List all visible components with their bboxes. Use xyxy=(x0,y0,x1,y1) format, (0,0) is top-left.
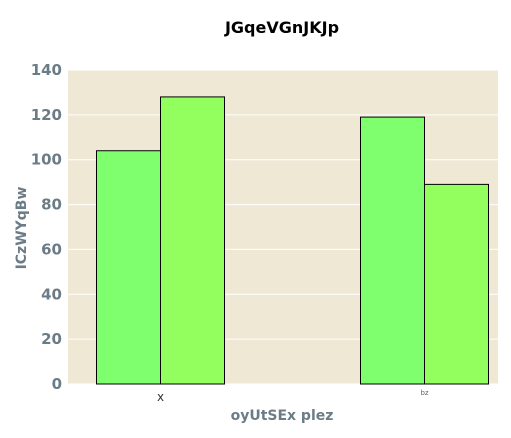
y-tick-label-0: 0 xyxy=(52,375,62,393)
bar-bz-series-1 xyxy=(360,116,425,385)
bar-x-series-1 xyxy=(96,150,161,385)
y-tick-label-120: 120 xyxy=(31,106,62,124)
y-tick-label-80: 80 xyxy=(41,196,62,214)
x-tick-label-bz: bz xyxy=(420,389,428,397)
y-tick-label-40: 40 xyxy=(41,285,62,303)
y-tick-label-60: 60 xyxy=(41,240,62,258)
x-axis-label: oyUtSEx plez xyxy=(231,408,334,424)
y-axis-label: ICzWYqBw xyxy=(14,187,30,270)
y-tick-label-100: 100 xyxy=(31,151,62,169)
bar-bz-series-2 xyxy=(424,183,489,385)
y-tick-label-140: 140 xyxy=(31,61,62,79)
y-tick-label-20: 20 xyxy=(41,330,62,348)
plot-area: 0 20 40 60 80 100 120 140 x bz xyxy=(31,61,498,404)
x-tick-label-x: x xyxy=(157,390,164,404)
bar-x-series-2 xyxy=(160,96,225,385)
chart-title: JGqeVGnJKJp xyxy=(224,18,339,37)
